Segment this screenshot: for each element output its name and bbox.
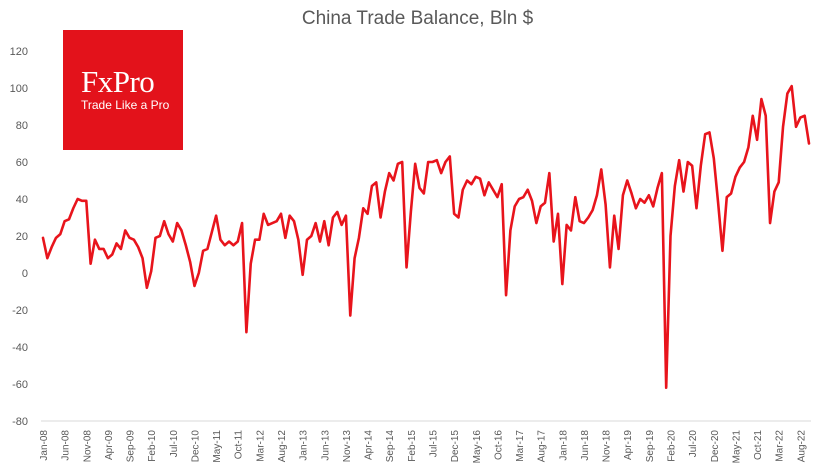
x-tick-label: Aug-12 (277, 430, 288, 463)
x-tick-label: Oct-11 (234, 430, 245, 460)
x-tick-label: Jul-15 (428, 430, 439, 458)
x-tick-label: Mar-12 (255, 430, 266, 462)
x-tick-label: Apr-14 (364, 430, 375, 460)
y-tick-label: -80 (12, 416, 28, 428)
chart-title: China Trade Balance, Bln $ (301, 8, 534, 29)
x-tick-label: Sep-14 (385, 430, 396, 463)
x-axis: Jan-08 Jun-08 Nov-08 Apr-09 Sep-09 Feb-10 Jul-… (39, 420, 811, 464)
y-tick-label: 20 (16, 231, 28, 243)
y-tick-label: 120 (10, 46, 28, 58)
x-tick-label: Jan-18 (558, 430, 569, 461)
x-tick-label: Jun-08 (61, 430, 72, 461)
y-tick-label: 60 (16, 157, 28, 169)
x-tick-label: Sep-19 (645, 430, 656, 463)
y-axis: -80 -60 -40 -20 0 20 40 60 80 100 120 (10, 46, 28, 428)
x-tick-label: Sep-09 (126, 430, 137, 463)
x-tick-label: Jul-20 (688, 430, 699, 458)
x-tick-label: Jun-18 (580, 430, 591, 461)
logo-brand-text: FxPro (81, 64, 155, 99)
x-tick-label: Dec-20 (710, 430, 721, 463)
x-tick-label: Nov-13 (342, 430, 353, 463)
x-tick-label: Mar-17 (515, 430, 526, 462)
x-tick-label: Feb-15 (407, 430, 418, 462)
logo-tagline: Trade Like a Pro (81, 98, 170, 112)
trade-balance-series-line (41, 84, 811, 390)
y-tick-label: 80 (16, 120, 28, 132)
y-tick-label: 0 (22, 268, 28, 280)
x-tick-label: Mar-22 (775, 430, 786, 462)
x-tick-label: Apr-09 (104, 430, 115, 460)
plot-area (41, 84, 811, 390)
y-tick-label: -20 (12, 305, 28, 317)
x-tick-label: Feb-10 (147, 430, 158, 462)
x-tick-label: Feb-20 (667, 430, 678, 462)
y-tick-label: 40 (16, 194, 28, 206)
x-tick-label: Oct-21 (753, 430, 764, 460)
x-tick-label: Dec-15 (450, 430, 461, 463)
x-tick-label: Nov-18 (602, 430, 613, 463)
x-tick-label: May-21 (731, 430, 742, 464)
x-tick-label: Jan-13 (299, 430, 310, 461)
x-tick-label: Aug-17 (537, 430, 548, 463)
x-tick-label: Jul-10 (169, 430, 180, 458)
x-tick-label: Nov-08 (82, 430, 93, 463)
x-tick-label: May-11 (212, 430, 223, 463)
x-tick-label: May-16 (472, 430, 483, 464)
x-tick-label: Jun-13 (320, 430, 331, 461)
x-tick-label: Oct-16 (493, 430, 504, 460)
y-tick-label: 100 (10, 83, 28, 95)
x-tick-label: Jan-08 (39, 430, 50, 461)
y-tick-label: -40 (12, 342, 28, 354)
y-tick-label: -60 (12, 379, 28, 391)
x-tick-label: Dec-10 (190, 430, 201, 463)
x-tick-label: Apr-19 (623, 430, 634, 460)
fxpro-logo: FxPro Trade Like a Pro (63, 30, 183, 150)
x-tick-label: Aug-22 (796, 430, 807, 463)
